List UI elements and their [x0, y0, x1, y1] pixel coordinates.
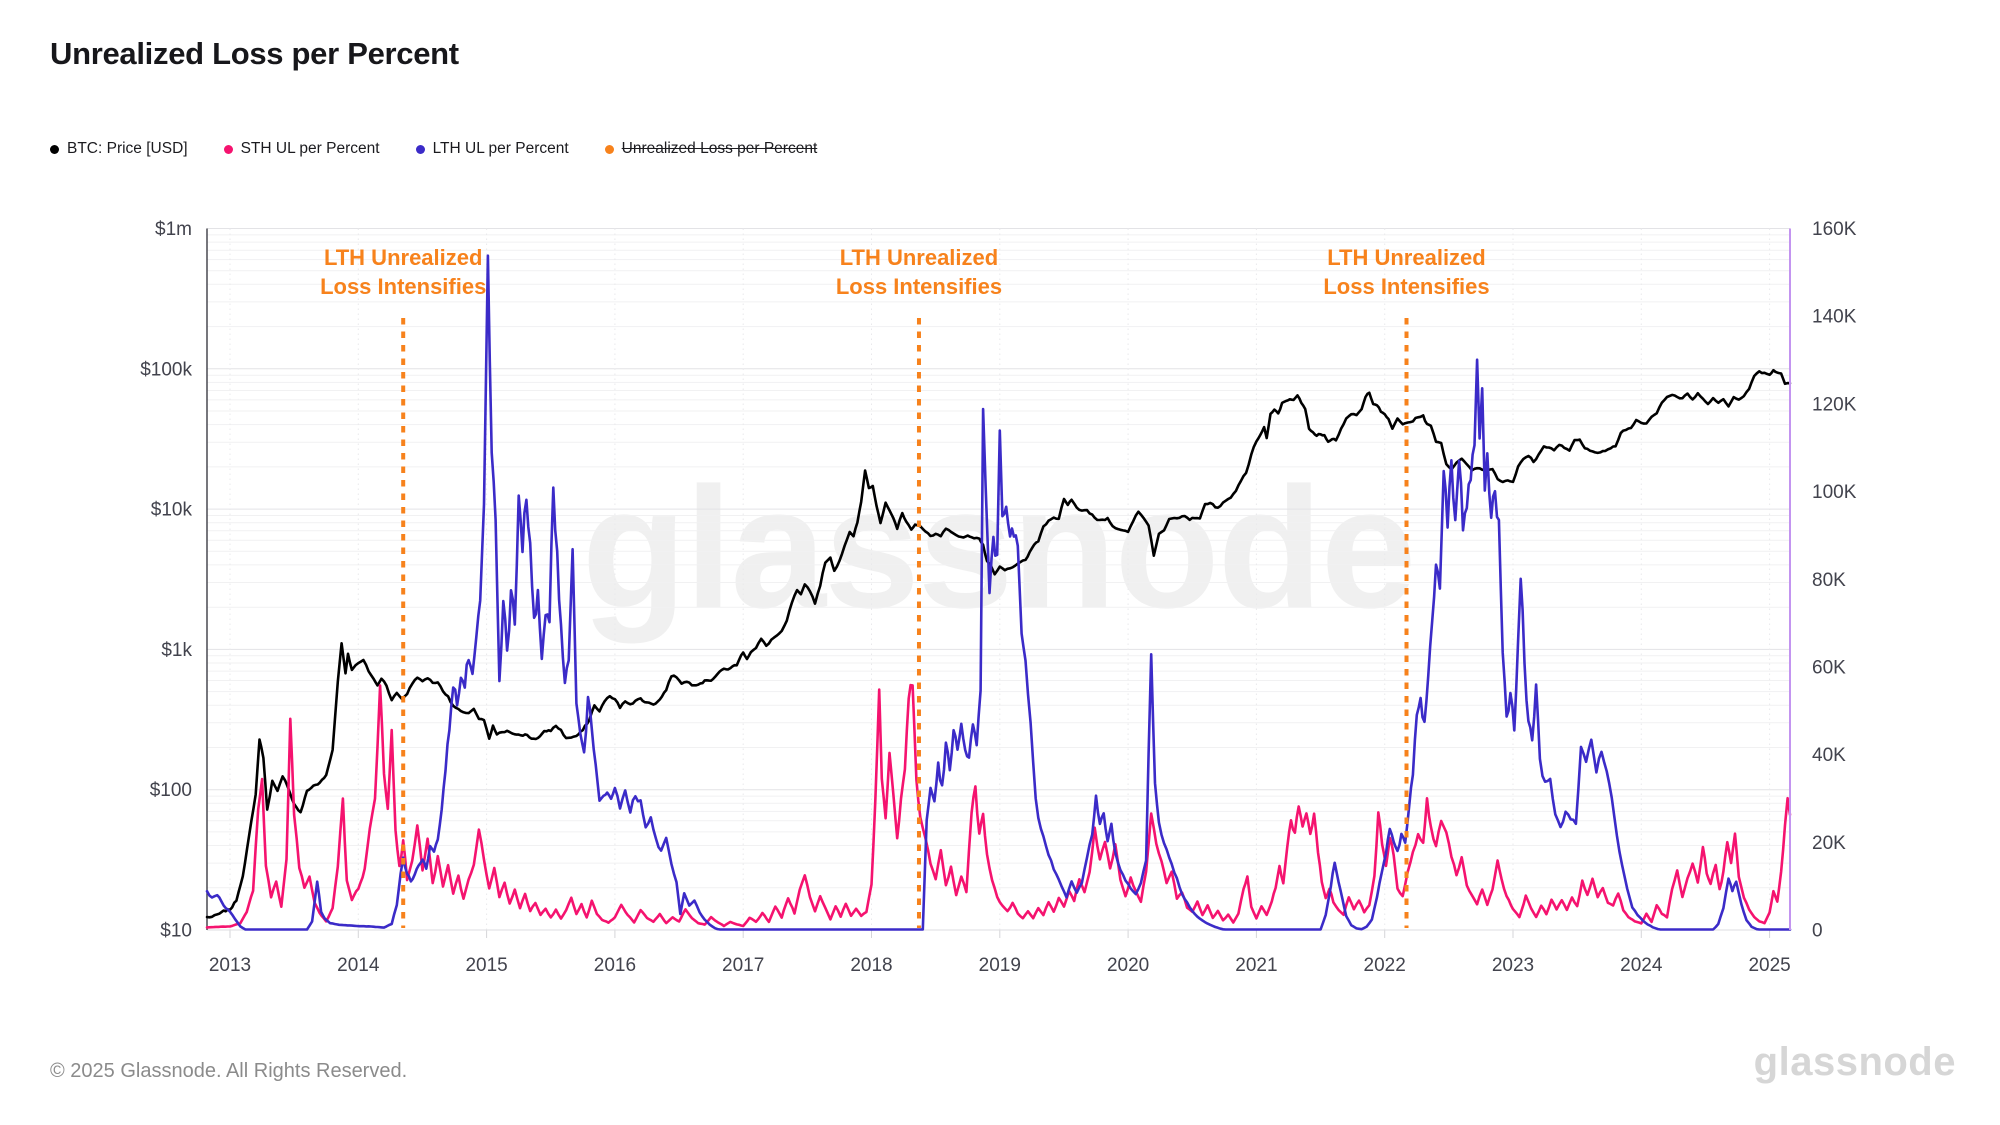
annotation-line2: Loss Intensifies — [320, 274, 487, 299]
left-axis-tick-label: $10 — [160, 921, 192, 942]
annotation-line2: Loss Intensifies — [1323, 274, 1490, 299]
right-axis-tick-label: 0 — [1812, 921, 1823, 942]
annotation-line2: Loss Intensifies — [835, 274, 1003, 299]
right-axis-tick-label: 40K — [1812, 745, 1846, 766]
annotation-line1: LTH Unrealized — [323, 245, 483, 270]
x-axis-year-label: 2025 — [1748, 955, 1790, 976]
left-axis-tick-label: $100k — [140, 359, 192, 380]
x-axis-year-label: 2016 — [594, 955, 636, 976]
legend-item-unrealized-loss-disabled[interactable]: Unrealized Loss per Percent — [604, 140, 818, 158]
gridlines — [206, 228, 1790, 938]
right-axis-tick-label: 140K — [1812, 307, 1857, 328]
legend-dot-blue — [415, 144, 425, 154]
x-axis-year-label: 2021 — [1235, 955, 1277, 976]
legend-dot-pink — [223, 144, 233, 154]
legend-label: Unrealized Loss per Percent — [621, 140, 818, 157]
legend-label: LTH UL per Percent — [432, 140, 569, 157]
annotation-line1: LTH Unrealized — [1327, 245, 1486, 270]
glassnode-logo: glassnode — [1753, 1040, 1956, 1084]
x-axis-year-label: 2019 — [979, 955, 1021, 976]
series-sth-ul-line — [205, 683, 1792, 929]
right-axis-tick-label: 120K — [1812, 394, 1857, 415]
x-axis-year-label: 2020 — [1107, 955, 1149, 976]
copyright-text: © 2025 Glassnode. All Rights Reserved. — [50, 1060, 408, 1082]
annotation-lth-loss-1: LTH Unrealized Loss Intensifies — [263, 243, 543, 301]
annotation-lth-loss-2: LTH Unrealized Loss Intensifies — [779, 243, 1059, 301]
right-axis-tick-label: 60K — [1812, 657, 1846, 678]
left-axis-tick-label: $1m — [155, 219, 192, 240]
legend: BTC: Price [USD] STH UL per Percent LTH … — [50, 140, 817, 158]
legend-item-lth-ul[interactable]: LTH UL per Percent — [415, 140, 569, 158]
left-axis-tick-label: $10k — [151, 500, 193, 521]
legend-label: BTC: Price [USD] — [67, 140, 188, 157]
left-axis-tick-label: $1k — [161, 640, 192, 661]
x-axis-year-label: 2024 — [1620, 955, 1663, 976]
right-axis-tick-label: 100K — [1812, 482, 1857, 503]
legend-item-sth-ul[interactable]: STH UL per Percent — [223, 140, 380, 158]
right-axis-tick-label: 20K — [1812, 833, 1846, 854]
x-axis-year-label: 2014 — [337, 955, 380, 976]
legend-dot-black — [50, 144, 59, 154]
legend-dot-orange — [604, 144, 614, 154]
legend-item-btc-price[interactable]: BTC: Price [USD] — [50, 140, 188, 158]
x-axis-year-label: 2015 — [465, 955, 507, 976]
x-axis-year-label: 2023 — [1492, 955, 1534, 976]
series-lth-ul-line — [205, 254, 1792, 931]
right-axis-tick-label: 80K — [1812, 570, 1846, 591]
annotation-line1: LTH Unrealized — [839, 245, 999, 270]
right-axis-tick-label: 160K — [1812, 219, 1857, 240]
page-title: Unrealized Loss per Percent — [50, 36, 459, 71]
annotation-lth-loss-3: LTH Unrealized Loss Intensifies — [1267, 243, 1547, 301]
x-axis-year-label: 2013 — [209, 955, 251, 976]
legend-label: STH UL per Percent — [240, 140, 380, 157]
x-axis-year-label: 2017 — [722, 955, 764, 976]
x-axis-year-label: 2018 — [850, 955, 892, 976]
left-axis-tick-label: $100 — [150, 780, 192, 801]
x-axis-year-label: 2022 — [1364, 955, 1406, 976]
